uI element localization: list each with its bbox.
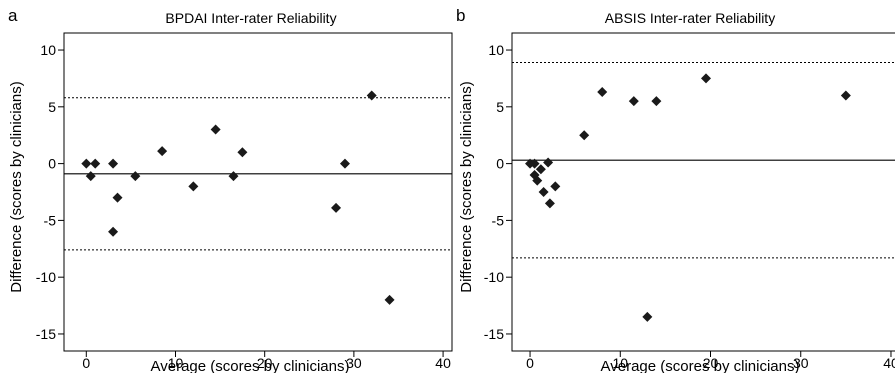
- panel-a-y-tick-label: 5: [48, 99, 56, 115]
- panel-a-x-tick-label: 30: [346, 355, 362, 371]
- panel-b-data-point: [529, 158, 540, 169]
- panel-a-points: [81, 90, 395, 305]
- panel-b-y-tick-label: 5: [496, 99, 504, 115]
- panel-b-x-tick-label: 30: [793, 355, 809, 371]
- panel-b-y-tick-label: 0: [496, 156, 504, 172]
- panel-b-y-tick-label: -10: [484, 269, 504, 285]
- panel-b-letter: b: [456, 6, 465, 25]
- panel-b-data-point: [538, 187, 549, 197]
- panel-a-reference-lines: [64, 97, 452, 251]
- panel-b-y-axis-label: Difference (scores by clinicians): [458, 81, 475, 292]
- panel-b-data-point: [597, 87, 608, 98]
- panel-a-x-axis-label: Average (scores by clinicians): [151, 358, 350, 373]
- panel-a-ticks: 10 5 0 -5 -10 -15 0 10 20 30 40: [36, 42, 451, 371]
- panel-b-data-point: [642, 311, 653, 322]
- panel-a-letter: a: [8, 6, 18, 25]
- panel-a-title: BPDAI Inter-rater Reliability: [165, 10, 336, 26]
- panel-b-y-tick-label: -15: [484, 326, 504, 342]
- panel-a-data-point: [157, 146, 168, 157]
- panel-a-y-tick-label: -5: [44, 212, 57, 228]
- panel-a-data-point: [188, 181, 199, 192]
- panel-a: a BPDAI Inter-rater Reliability 10 5 0 -5 -1…: [8, 6, 453, 373]
- panel-b-y-tick-label: 10: [488, 42, 504, 58]
- panel-b-data-point: [579, 130, 590, 141]
- panel-b-data-point: [535, 164, 546, 175]
- panel-b-data-point: [701, 73, 711, 84]
- panel-a-plot-frame: [63, 32, 453, 352]
- panel-b-x-tick-label: 20: [703, 355, 719, 371]
- panel-a-data-point: [228, 171, 239, 182]
- panel-a-y-tick-label: -15: [36, 326, 56, 342]
- panel-b-data-point: [840, 90, 851, 101]
- panel-a-y-axis-label: Difference (scores by clinicians): [8, 81, 25, 292]
- panel-a-data-point: [90, 158, 101, 169]
- panel-a-data-point: [130, 171, 141, 182]
- panel-a-data-point: [331, 202, 342, 213]
- panel-b-data-point: [544, 198, 555, 209]
- panel-b-x-tick-label: 10: [612, 355, 628, 371]
- panel-a-data-point: [366, 90, 377, 101]
- panel-a-data-point: [81, 158, 92, 169]
- panel-b-data-point: [628, 96, 639, 107]
- panel-b-data-point: [543, 157, 554, 168]
- panel-b-x-tick-label: 0: [526, 355, 534, 371]
- panel-a-data-point: [339, 158, 350, 169]
- panel-b-ticks: 10 5 0 -5 -10 -15 0 10 20 30 40: [484, 42, 895, 371]
- panel-b-y-tick-label: -5: [492, 212, 505, 228]
- panel-a-data-point: [112, 192, 123, 203]
- panel-b-data-point: [550, 181, 561, 192]
- panel-b: b ABSIS Inter-rater Reliability 10 5 0 -5 -1…: [456, 6, 895, 373]
- panel-a-data-point: [108, 226, 119, 237]
- panel-b-points: [525, 73, 851, 322]
- panel-b-plot-frame: [511, 32, 895, 352]
- panel-b-reference-lines: [512, 62, 895, 259]
- panel-a-data-point: [237, 147, 248, 158]
- panel-a-x-tick-label: 20: [257, 355, 273, 371]
- panel-a-x-tick-label: 0: [82, 355, 90, 371]
- panel-b-data-point: [651, 96, 662, 107]
- panel-a-data-point: [108, 158, 119, 169]
- panel-a-y-tick-label: -10: [36, 269, 56, 285]
- panel-a-y-tick-label: 0: [48, 156, 56, 172]
- panel-a-y-tick-label: 10: [40, 42, 56, 58]
- panel-a-data-point: [384, 294, 395, 305]
- panel-b-data-point: [532, 175, 543, 186]
- panel-b-x-tick-label: 40: [883, 355, 895, 371]
- panel-a-data-point: [210, 124, 221, 135]
- panel-a-data-point: [85, 171, 96, 182]
- panel-b-x-axis-label: Average (scores by clinicians): [601, 358, 800, 373]
- panel-b-title: ABSIS Inter-rater Reliability: [605, 10, 775, 26]
- panel-a-x-tick-label: 40: [435, 355, 451, 371]
- panel-a-x-tick-label: 10: [168, 355, 184, 371]
